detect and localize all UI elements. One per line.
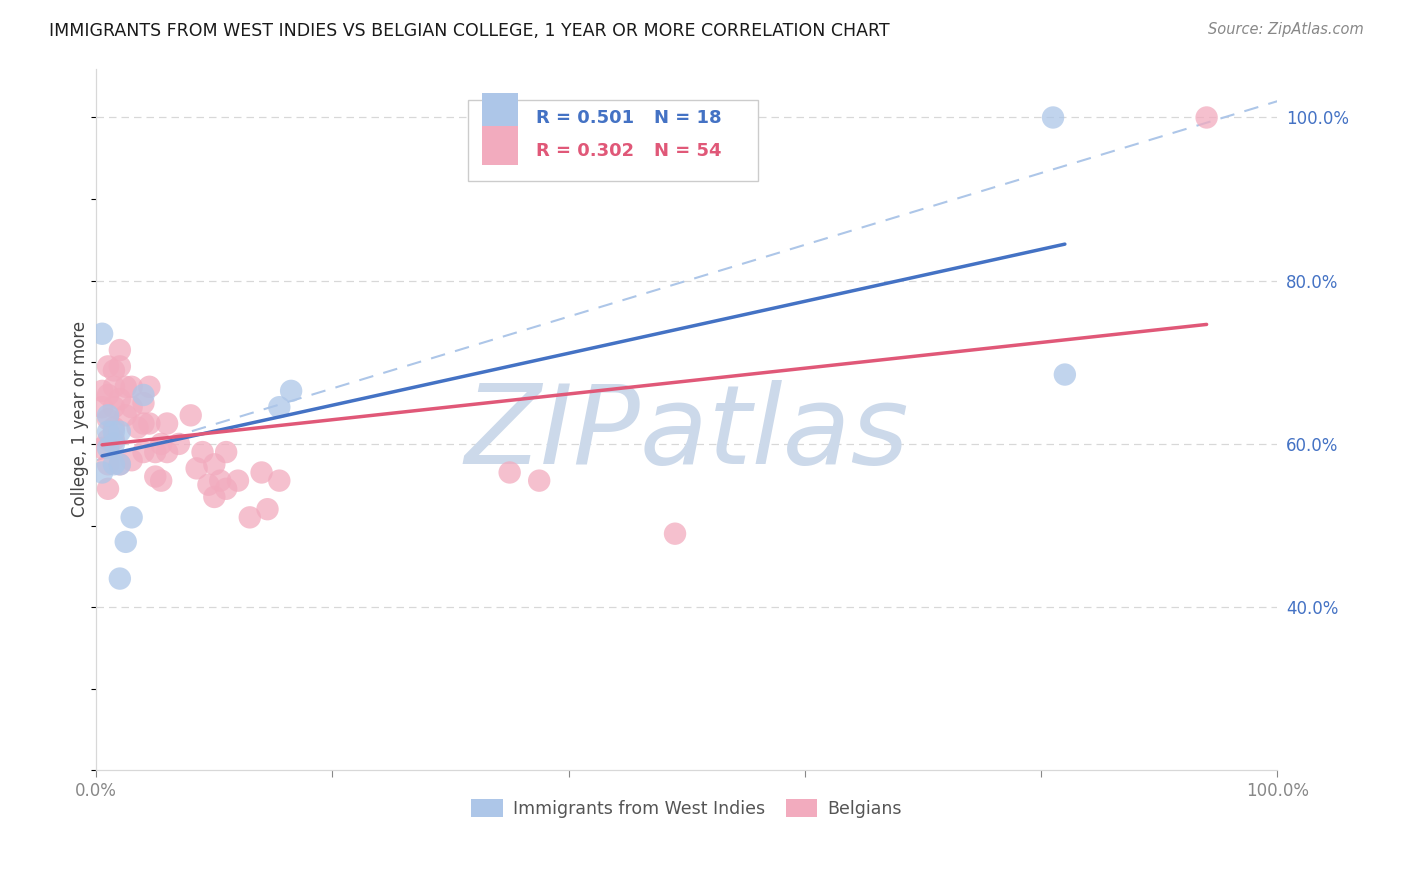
Point	[197, 477, 219, 491]
Point	[97, 409, 120, 423]
Point	[103, 363, 125, 377]
Point	[150, 437, 173, 451]
Text: N = 54: N = 54	[654, 142, 721, 160]
Point	[132, 445, 155, 459]
FancyBboxPatch shape	[482, 93, 517, 132]
Point	[91, 441, 114, 455]
Point	[256, 502, 278, 516]
Point	[239, 510, 262, 524]
Point	[91, 384, 114, 398]
Point	[250, 466, 273, 480]
Point	[143, 445, 166, 459]
Point	[527, 474, 550, 488]
Point	[103, 400, 125, 414]
Point	[156, 445, 179, 459]
Point	[498, 466, 520, 480]
Point	[103, 380, 125, 394]
Point	[108, 343, 131, 357]
Point	[121, 453, 143, 467]
Point	[269, 400, 291, 414]
Point	[108, 359, 131, 374]
Point	[97, 425, 120, 439]
Text: ZIPatlas: ZIPatlas	[464, 380, 910, 487]
Point	[202, 458, 225, 472]
Point	[132, 396, 155, 410]
Point	[127, 420, 149, 434]
Point	[97, 359, 120, 374]
Point	[121, 380, 143, 394]
Point	[108, 458, 131, 472]
Text: R = 0.501: R = 0.501	[536, 109, 634, 127]
FancyBboxPatch shape	[468, 100, 758, 181]
Point	[1195, 111, 1218, 125]
Y-axis label: College, 1 year or more: College, 1 year or more	[72, 321, 89, 517]
Point	[108, 392, 131, 406]
Point	[1053, 368, 1076, 382]
Point	[121, 400, 143, 414]
Point	[180, 409, 202, 423]
Point	[209, 474, 232, 488]
Point	[114, 534, 136, 549]
Point	[186, 461, 208, 475]
Point	[191, 445, 214, 459]
Point	[91, 400, 114, 414]
Point	[1042, 111, 1064, 125]
Point	[103, 433, 125, 447]
Point	[167, 437, 190, 451]
Point	[114, 409, 136, 423]
Point	[97, 388, 120, 402]
Point	[97, 433, 120, 447]
Point	[215, 445, 238, 459]
Point	[103, 437, 125, 451]
Point	[132, 417, 155, 431]
Point	[150, 474, 173, 488]
Point	[108, 572, 131, 586]
Point	[121, 510, 143, 524]
Point	[202, 490, 225, 504]
Text: IMMIGRANTS FROM WEST INDIES VS BELGIAN COLLEGE, 1 YEAR OR MORE CORRELATION CHART: IMMIGRANTS FROM WEST INDIES VS BELGIAN C…	[49, 22, 890, 40]
Point	[114, 380, 136, 394]
Text: N = 18: N = 18	[654, 109, 721, 127]
Point	[132, 388, 155, 402]
Text: Source: ZipAtlas.com: Source: ZipAtlas.com	[1208, 22, 1364, 37]
Point	[103, 458, 125, 472]
Text: R = 0.302: R = 0.302	[536, 142, 634, 160]
Point	[138, 380, 160, 394]
Point	[97, 458, 120, 472]
Legend: Immigrants from West Indies, Belgians: Immigrants from West Indies, Belgians	[464, 792, 910, 825]
Point	[143, 469, 166, 483]
Point	[108, 425, 131, 439]
Point	[280, 384, 302, 398]
Point	[103, 425, 125, 439]
Point	[664, 526, 686, 541]
FancyBboxPatch shape	[482, 126, 517, 165]
Point	[97, 412, 120, 426]
Point	[91, 466, 114, 480]
Point	[226, 474, 249, 488]
Point	[138, 417, 160, 431]
Point	[97, 482, 120, 496]
Point	[91, 326, 114, 341]
Point	[269, 474, 291, 488]
Point	[215, 482, 238, 496]
Point	[97, 441, 120, 455]
Point	[103, 420, 125, 434]
Point	[156, 417, 179, 431]
Point	[108, 458, 131, 472]
